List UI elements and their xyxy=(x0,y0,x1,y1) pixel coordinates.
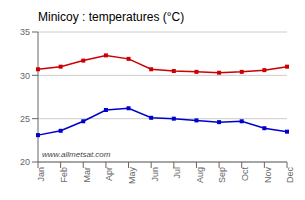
svg-text:35: 35 xyxy=(20,27,30,37)
svg-text:Apr: Apr xyxy=(104,167,114,181)
html-text:www.allmetsat.com: www.allmetsat.com xyxy=(42,150,111,159)
html-text:Minicoy : temperatures (°C): Minicoy : temperatures (°C) xyxy=(38,10,185,24)
svg-text:Jun: Jun xyxy=(150,167,160,182)
svg-text:Nov: Nov xyxy=(263,167,273,184)
svg-text:Mar: Mar xyxy=(82,167,92,183)
svg-text:Jan: Jan xyxy=(36,167,46,182)
svg-text:Sep: Sep xyxy=(217,167,227,183)
svg-text:May: May xyxy=(127,167,137,185)
svg-text:Dec: Dec xyxy=(285,167,295,184)
svg-text:20: 20 xyxy=(20,157,30,167)
svg-text:25: 25 xyxy=(20,114,30,124)
svg-text:Oct: Oct xyxy=(240,167,250,182)
svg-text:30: 30 xyxy=(20,71,30,81)
svg-text:Feb: Feb xyxy=(59,167,69,183)
svg-text:Jul: Jul xyxy=(172,167,182,179)
svg-text:Aug: Aug xyxy=(195,167,205,183)
